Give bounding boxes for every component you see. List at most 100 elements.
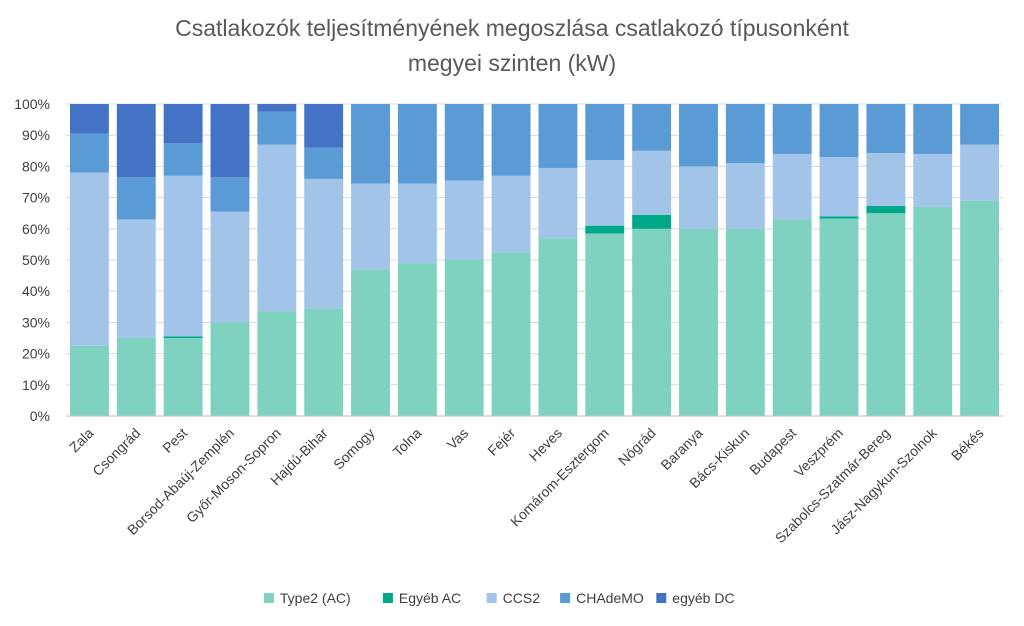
legend-item: Egyéb AC	[382, 590, 461, 606]
bar-segment	[538, 238, 578, 416]
bar-stack	[210, 104, 250, 416]
x-tick-label: Pest	[159, 425, 190, 456]
x-tick-label: Somogy	[330, 425, 378, 473]
bar-segment	[585, 104, 625, 161]
legend-label: CHAdeMO	[576, 590, 644, 606]
bar-segment	[585, 160, 625, 226]
bar-segment	[397, 183, 437, 264]
bar-stack	[491, 104, 531, 416]
bar-segment	[913, 104, 953, 154]
bar-segment	[116, 104, 156, 178]
bar-segment	[725, 228, 765, 416]
bar-segment	[257, 144, 297, 312]
bar-stack	[585, 104, 625, 416]
bar-segment	[725, 163, 765, 229]
legend-swatch	[656, 593, 667, 603]
legend-swatch	[263, 593, 274, 603]
bar-stack	[960, 104, 1000, 416]
bar-segment	[304, 178, 344, 309]
bar-segment	[632, 228, 672, 416]
bar-stack	[257, 104, 297, 416]
bar-segment	[632, 150, 672, 215]
x-tick-label: Fejér	[484, 425, 518, 459]
bar-segment	[819, 104, 859, 158]
bar-segment	[960, 200, 1000, 416]
bar-segment	[866, 104, 906, 153]
bar-segment	[304, 147, 344, 179]
bar-segment	[772, 104, 812, 154]
bar-segment	[772, 219, 812, 416]
legend-swatch	[560, 593, 571, 603]
bar-segment	[304, 308, 344, 416]
bar-segment	[163, 338, 203, 416]
chart-title-line-1: Csatlakozók teljesítményének megoszlása …	[175, 15, 849, 41]
bar-segment	[116, 177, 156, 220]
y-tick-label: 20%	[22, 346, 50, 362]
bar-segment	[913, 206, 953, 416]
bar-segment	[351, 104, 390, 184]
bar-segment	[257, 311, 297, 416]
bar-segment	[960, 144, 1000, 201]
bar-segment	[538, 167, 578, 239]
bar-segment	[444, 180, 484, 260]
legend-item: CHAdeMO	[560, 590, 644, 606]
bar-segment	[210, 104, 250, 178]
bar-stack	[116, 104, 156, 416]
bar-segment	[69, 172, 109, 346]
y-tick-label: 40%	[22, 283, 50, 299]
bar-segment	[210, 177, 250, 212]
bar-segment	[444, 104, 484, 181]
bar-segment	[866, 206, 906, 214]
bar-segment	[725, 104, 765, 164]
bar-segment	[491, 175, 531, 253]
x-tick-label: Tolna	[390, 425, 425, 460]
legend-label: Type2 (AC)	[280, 590, 351, 606]
y-tick-label: 30%	[22, 314, 50, 330]
bar-segment	[351, 183, 390, 270]
bar-segment	[257, 104, 297, 112]
bar-segment	[632, 214, 672, 229]
x-tick-label: Zala	[66, 425, 97, 456]
bar-segment	[210, 322, 250, 416]
bar-segment	[163, 143, 203, 176]
x-tick-label: Békés	[948, 425, 987, 464]
bar-segment	[163, 175, 203, 337]
bar-segment	[866, 213, 906, 416]
bar-segment	[585, 233, 625, 416]
y-tick-label: 80%	[22, 158, 50, 174]
bar-segment	[538, 104, 578, 168]
bar-stack	[725, 104, 765, 416]
y-axis-tick-labels: 0% 10% 20% 30% 40% 50% 60% 70% 80% 90% 100%	[14, 96, 50, 424]
chart-title: Csatlakozók teljesítményének megoszlása …	[175, 15, 849, 76]
y-tick-label: 100%	[14, 96, 50, 112]
legend-swatch	[486, 593, 497, 603]
bar-segment	[679, 228, 718, 416]
x-tick-label: Baranya	[657, 425, 705, 473]
chart-title-line-2: megyei szinten (kW)	[408, 50, 616, 76]
bar-stack	[913, 104, 953, 416]
bar-stacks	[69, 104, 1000, 416]
x-tick-label: Heves	[526, 425, 565, 464]
bar-stack	[69, 104, 109, 416]
bar-segment	[960, 104, 1000, 145]
x-tick-label: Nógrád	[615, 425, 659, 469]
bar-segment	[69, 104, 109, 134]
bar-segment	[819, 216, 859, 219]
bar-segment	[257, 111, 297, 145]
legend-label: CCS2	[503, 590, 541, 606]
x-tick-label: Vas	[444, 425, 472, 453]
bar-segment	[116, 338, 156, 416]
bar-stack	[538, 104, 578, 416]
bar-segment	[679, 104, 718, 167]
y-tick-label: 60%	[22, 221, 50, 237]
bar-stack	[351, 104, 390, 416]
legend-item: egyéb DC	[656, 590, 735, 606]
x-tick-label: Csongrád	[89, 425, 143, 479]
bar-segment	[304, 104, 344, 148]
bar-segment	[491, 104, 531, 176]
y-tick-label: 0%	[30, 408, 50, 424]
y-gridlines	[66, 103, 1003, 386]
bar-stack	[819, 104, 859, 416]
